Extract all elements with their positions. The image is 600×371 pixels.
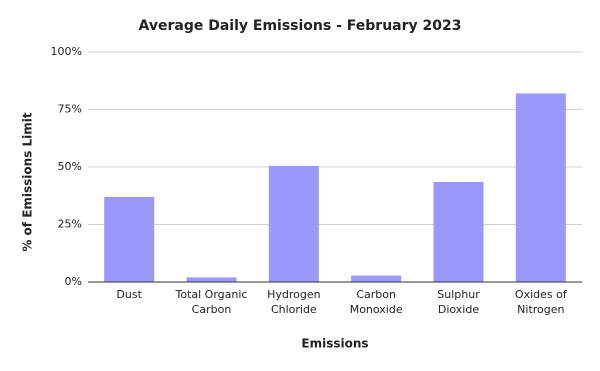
bar <box>351 275 402 282</box>
y-axis-label: % of Emissions Limit <box>21 112 35 252</box>
x-tick-label: Sulphur Dioxide <box>437 288 480 316</box>
y-tick-label: 25% <box>58 218 82 231</box>
bar <box>515 93 566 283</box>
x-tick-label: Carbon Monoxide <box>349 288 403 316</box>
y-tick-label: 50% <box>58 160 82 173</box>
x-tick-label: Hydrogen Chloride <box>267 288 321 316</box>
x-axis-label: Emissions <box>301 337 368 351</box>
x-tick-label: Oxides of Nitrogen <box>514 288 567 316</box>
y-tick-label: 0% <box>65 275 82 288</box>
bar <box>433 181 484 282</box>
x-tick-label: Dust <box>116 288 142 301</box>
x-tick-label: Total Organic Carbon <box>175 288 248 316</box>
y-tick-label: 75% <box>58 103 82 116</box>
y-tick-label: 100% <box>51 45 82 58</box>
bar <box>268 165 319 282</box>
chart-title: Average Daily Emissions - February 2023 <box>139 18 462 34</box>
bar <box>186 277 237 282</box>
bar <box>104 196 155 282</box>
